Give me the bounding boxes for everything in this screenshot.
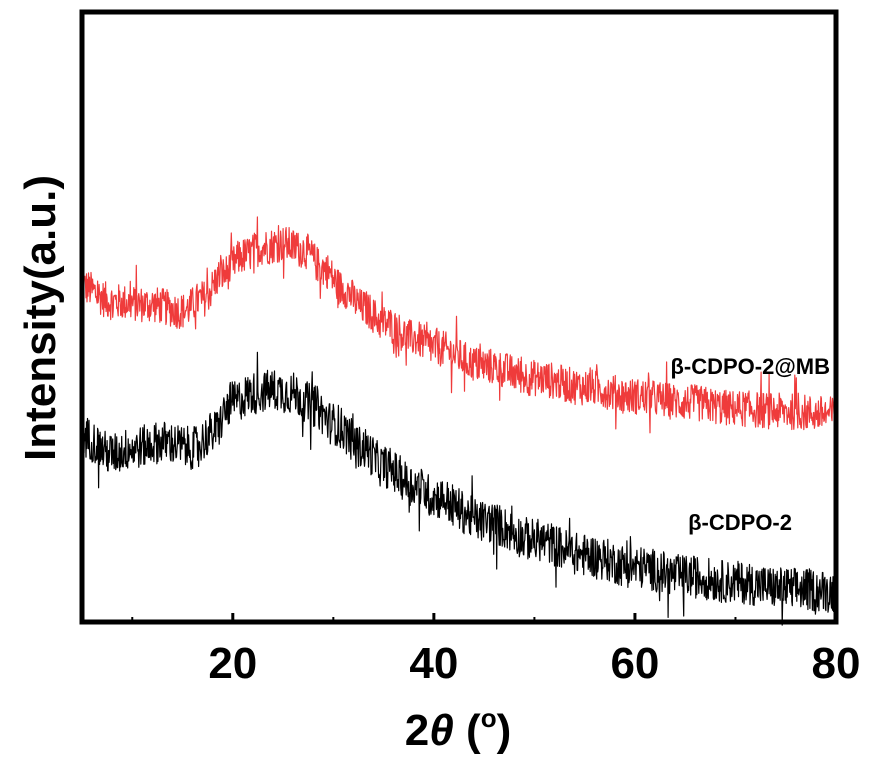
series-line-1 xyxy=(81,351,837,626)
plot-frame xyxy=(79,9,839,625)
x-tick-label: 80 xyxy=(812,639,861,688)
x-tick-labels: 20 40 60 80 xyxy=(208,639,860,688)
series-label-mb: β-CDPO-2@MB xyxy=(670,354,830,379)
series-label-cdpo: β-CDPO-2 xyxy=(688,510,792,535)
y-axis-title: Intensity(a.u.) xyxy=(16,175,65,461)
x-tick-label: 40 xyxy=(409,639,458,688)
x-tick-label: 20 xyxy=(208,639,257,688)
x-tick-label: 60 xyxy=(610,639,659,688)
series-layer xyxy=(81,216,837,626)
series-line-0 xyxy=(81,216,837,434)
x-axis-title: 2θ (o) xyxy=(405,703,511,755)
